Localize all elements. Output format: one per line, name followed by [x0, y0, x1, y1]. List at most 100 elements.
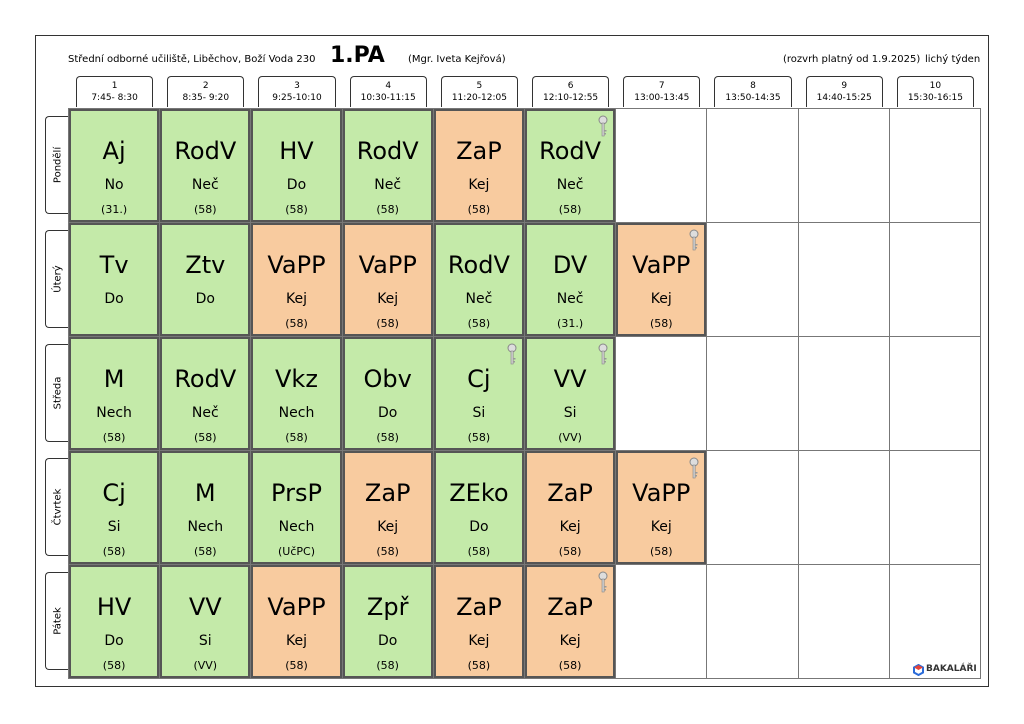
- period-header: 1 7:45- 8:30: [76, 76, 154, 107]
- subject: VaPP: [267, 251, 326, 279]
- room: (58): [558, 659, 582, 672]
- teacher: Kej: [559, 519, 581, 535]
- subject: RodV: [174, 137, 237, 165]
- lesson-cell: DV Neč (31.): [525, 223, 616, 336]
- lesson-cell: PrsP Nech (UčPC): [251, 451, 342, 564]
- room: (58): [285, 431, 308, 444]
- teacher: Neč: [191, 405, 219, 421]
- teacher: Do: [469, 519, 489, 535]
- room: (58): [467, 659, 491, 672]
- subject: VaPP: [358, 251, 417, 279]
- period-number: 8: [750, 81, 756, 91]
- subject: M: [103, 365, 125, 393]
- subject: VaPP: [632, 251, 691, 279]
- period-number: 6: [567, 81, 574, 91]
- room: (58): [193, 203, 217, 216]
- teacher: Kej: [377, 291, 399, 307]
- empty-cell: [888, 222, 981, 337]
- key-icon: [598, 343, 608, 365]
- teacher: Kej: [468, 633, 490, 649]
- lesson-cell: VaPP Kej (58): [616, 223, 707, 336]
- room: (31.): [557, 317, 584, 330]
- period-number: 4: [385, 81, 392, 91]
- room: (58): [649, 545, 673, 558]
- room: (58): [102, 545, 126, 558]
- empty-cell: [888, 564, 981, 679]
- subject: VaPP: [632, 479, 691, 507]
- empty-cell: [706, 450, 799, 565]
- room: (58): [467, 203, 491, 216]
- room: (58): [467, 317, 491, 330]
- empty-cell: [706, 108, 799, 223]
- day-name: Středa: [52, 376, 63, 410]
- subject: Aj: [102, 137, 126, 165]
- empty-cell: [888, 336, 981, 451]
- room: (31.): [101, 203, 128, 216]
- teacher: Kej: [377, 519, 399, 535]
- brand-logo: [913, 664, 924, 676]
- subject: VV: [553, 365, 587, 393]
- teacher: Si: [472, 405, 486, 421]
- room: (58): [285, 203, 308, 216]
- key-icon: [598, 115, 608, 137]
- room: (VV): [193, 659, 218, 672]
- subject: Tv: [99, 251, 129, 279]
- frame: [35, 35, 989, 687]
- key-icon: [689, 457, 699, 479]
- period-number: 5: [476, 81, 483, 91]
- teacher: Kej: [559, 633, 581, 649]
- room: (58): [467, 431, 491, 444]
- day-name: Pátek: [52, 607, 63, 635]
- key-icon: [689, 229, 699, 251]
- lesson-cell: Obv Do (58): [342, 337, 433, 450]
- period-header: 8 13:50-14:35: [714, 76, 792, 107]
- empty-cell: [615, 336, 708, 451]
- lesson-cell: ZaP Kej (58): [525, 565, 616, 678]
- lesson-cell: VV Si (VV): [160, 565, 251, 678]
- period-number: 10: [929, 81, 942, 91]
- day-tab: Pondělí: [45, 116, 69, 214]
- lesson-cell: Ztv Do: [160, 223, 251, 336]
- period-number: 7: [658, 81, 665, 91]
- empty-cell: [615, 108, 708, 223]
- teacher: Kej: [285, 291, 307, 307]
- period-header: 5 11:20-12:05: [440, 76, 518, 107]
- period-time: 10:30-11:15: [360, 93, 416, 103]
- subject: ZEko: [449, 479, 509, 507]
- room: (58): [467, 545, 491, 558]
- period-time: 15:30-16:15: [907, 93, 963, 103]
- subject: Vkz: [275, 365, 318, 393]
- period-time: 13:00-13:45: [634, 93, 690, 103]
- lesson-cell: Tv Do: [69, 223, 160, 336]
- period-time: 11:20-12:05: [451, 93, 507, 103]
- day-tab: Úterý: [45, 230, 69, 328]
- empty-cell: [706, 564, 799, 679]
- period-number: 2: [202, 81, 209, 91]
- subject: VaPP: [267, 593, 326, 621]
- day-name: Pondělí: [52, 146, 63, 184]
- validity: (rozvrh platný od 1.9.2025): [783, 54, 921, 65]
- room: (58): [558, 203, 582, 216]
- lesson-cell: VaPP Kej (58): [342, 223, 433, 336]
- period-time: 12:10-12:55: [543, 93, 599, 103]
- period-time: 13:50-14:35: [725, 93, 781, 103]
- teacher: Kej: [650, 519, 672, 535]
- lesson-cell: ZEko Do (58): [433, 451, 524, 564]
- day-tab: Středa: [45, 344, 69, 442]
- room: (58): [558, 545, 582, 558]
- teacher: Kej: [650, 291, 672, 307]
- teacher: Do: [286, 177, 307, 193]
- teacher: No: [104, 177, 124, 193]
- teacher: Neč: [556, 177, 584, 193]
- room: (58): [102, 659, 126, 672]
- teacher: Neč: [556, 291, 584, 307]
- subject: ZaP: [456, 593, 502, 621]
- lesson-cell: M Nech (58): [69, 337, 160, 450]
- day-name: Úterý: [52, 265, 63, 293]
- teacher: Nech: [187, 519, 224, 535]
- lesson-cell: RodV Neč (58): [433, 223, 524, 336]
- empty-cell: [797, 336, 890, 451]
- subject: ZaP: [456, 137, 502, 165]
- lesson-cell: Vkz Nech (58): [251, 337, 342, 450]
